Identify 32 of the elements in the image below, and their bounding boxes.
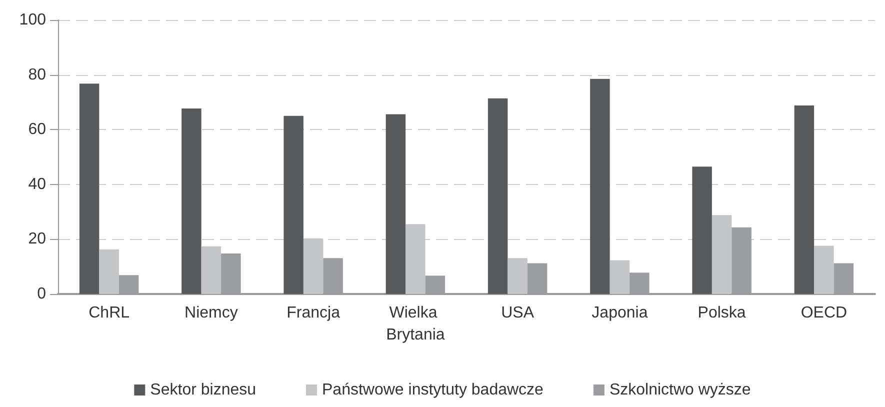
bar: [182, 108, 202, 294]
bar: [692, 166, 712, 294]
bar: [303, 238, 324, 294]
x-tick-label: Polska: [698, 304, 746, 322]
bar: [794, 105, 814, 294]
bar: [508, 258, 528, 294]
x-tick-label: Japonia: [592, 304, 648, 322]
y-tick-label: 0: [37, 286, 46, 302]
x-tick-label: Francja: [286, 304, 340, 322]
legend-label: Sektor biznesu: [150, 382, 256, 398]
bar: [610, 260, 630, 294]
bar: [590, 78, 610, 294]
bar: [814, 246, 834, 294]
legend-label: Państwowe instytuty badawcze: [322, 382, 544, 398]
x-tick-label: USA: [501, 304, 534, 322]
x-tick-label: OECD: [800, 304, 848, 322]
y-tick-label: 100: [19, 12, 46, 28]
bar: [201, 246, 222, 294]
bar: [488, 98, 508, 294]
bar: [99, 249, 119, 294]
legend-label: Szkolnictwo wyższe: [609, 382, 751, 398]
bar: [79, 84, 100, 294]
x-tick-label: ChRL: [88, 304, 130, 322]
y-tick-label: 20: [28, 230, 46, 248]
bar: [284, 116, 304, 294]
bar: [712, 215, 732, 294]
bar: [386, 114, 406, 294]
y-tick-label: 40: [28, 176, 46, 193]
x-tick-label: Wielka Brytania: [386, 304, 445, 344]
x-tick-label: Niemcy: [184, 304, 238, 322]
y-tick-label: 60: [28, 121, 46, 138]
y-tick-label: 80: [28, 66, 46, 84]
